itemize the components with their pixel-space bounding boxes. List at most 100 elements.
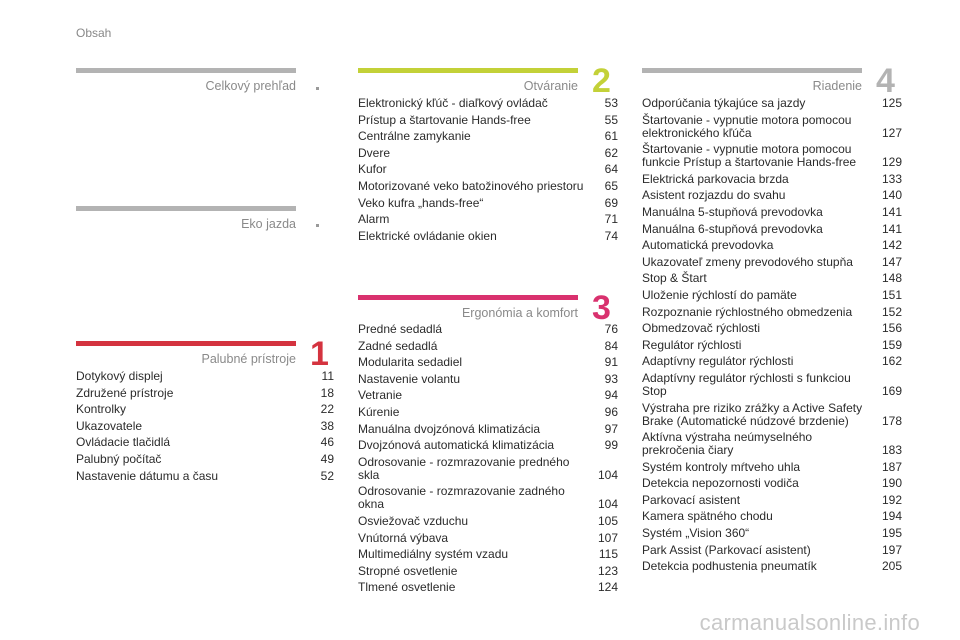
toc-entry[interactable]: Elektrická parkovacia brzda 133 — [642, 171, 902, 186]
toc-entry-title: Elektronický kľúč - diaľkový ovládač — [358, 96, 548, 110]
bullet-dot — [316, 87, 319, 90]
toc-entry[interactable]: Elektronický kľúč - diaľkový ovládač 53 — [358, 97, 618, 110]
section-title[interactable]: Riadenie — [812, 79, 862, 93]
toc-entry-page: 151 — [881, 287, 902, 302]
toc-entry[interactable]: Nastavenie volantu 93 — [358, 372, 618, 386]
toc-entry[interactable]: Dvere 62 — [358, 146, 618, 160]
toc-entry-page: 11 — [321, 369, 334, 383]
toc-entry[interactable]: Ukazovatele 38 — [76, 419, 334, 433]
toc-entry[interactable]: Stropné osvetlenie 123 — [358, 564, 618, 578]
toc-entry[interactable]: Park Assist (Parkovací asistent) 197 — [642, 543, 902, 557]
toc-entry[interactable]: Vetranie 94 — [358, 389, 618, 402]
toc-entry[interactable]: Ukazovateľ zmeny prevodového stupňa 147 — [642, 255, 902, 269]
toc-entry-title: Manuálna 5-stupňová prevodovka — [642, 204, 823, 219]
toc-entry[interactable]: Asistent rozjazdu do svahu 140 — [642, 189, 902, 202]
toc-entry[interactable]: Prístup a štartovanie Hands-free 55 — [358, 113, 618, 127]
section-title[interactable]: Celkový prehľad — [205, 79, 297, 93]
toc-entry[interactable]: Kamera spätného chodu 194 — [642, 510, 902, 523]
toc-entry[interactable]: Dotykový displej 11 — [76, 370, 334, 383]
toc-entry[interactable]: Motorizované veko batožinového priestoru… — [358, 179, 618, 193]
toc-entry-page: 152 — [881, 304, 902, 319]
toc-entry-page: 205 — [881, 559, 902, 574]
toc-entry[interactable]: Nastavenie dátumu a času 52 — [76, 469, 334, 483]
toc-entry-title: Detekcia nepozornosti vodiča — [642, 476, 799, 491]
toc-entry[interactable]: Systém „Vision 360“ 195 — [642, 527, 902, 540]
toc-list-ergonomics: Predné sedadlá 76 Zadné sedadlá 84 Modularit… — [358, 323, 618, 598]
section-eco-driving: Eko jazda — [76, 206, 296, 231]
toc-entry[interactable]: Osviežovač vzduchu 105 — [358, 513, 618, 528]
toc-entry-page: 178 — [881, 413, 902, 428]
toc-entry[interactable]: Odporúčania týkajúce sa jazdy 125 — [642, 97, 902, 110]
section-driving: Riadenie — [642, 68, 862, 93]
toc-entry-page: 183 — [881, 443, 902, 458]
section-bar — [358, 295, 578, 300]
toc-entry[interactable]: Regulátor rýchlosti 159 — [642, 338, 902, 352]
section-title[interactable]: Palubné prístroje — [201, 352, 296, 366]
toc-entry[interactable]: Palubný počítač 49 — [76, 452, 334, 466]
toc-entry[interactable]: Predné sedadlá 76 — [358, 323, 618, 336]
toc-entry-title: Stop & Štart — [642, 271, 707, 286]
toc-entry-page: 129 — [881, 155, 902, 170]
toc-entry-page: 104 — [597, 467, 618, 482]
toc-entry[interactable]: Stop & Štart 148 — [642, 272, 902, 285]
toc-entry-title: Adaptívny regulátor rýchlosti s funkciou… — [642, 370, 851, 398]
toc-entry[interactable]: Tlmené osvetlenie 124 — [358, 581, 618, 594]
toc-entry[interactable]: Združené prístroje 18 — [76, 385, 334, 400]
toc-entry-page: 105 — [597, 513, 618, 528]
toc-entry-page: 96 — [604, 404, 618, 419]
toc-entry-page: 141 — [881, 204, 902, 219]
toc-entry-title: Veko kufra „hands-free“ — [358, 195, 484, 210]
toc-entry-page: 18 — [320, 385, 334, 400]
toc-entry[interactable]: Kúrenie 96 — [358, 404, 618, 419]
toc-entry[interactable]: Rozpoznanie rýchlostného obmedzenia 152 — [642, 304, 902, 319]
toc-entry[interactable]: Dvojzónová automatická klimatizácia 99 — [358, 439, 618, 452]
toc-entry-title: Multimediálny systém vzadu — [358, 547, 509, 562]
toc-entry[interactable]: Zadné sedadlá 84 — [358, 339, 618, 353]
toc-entry[interactable]: Štartovanie - vypnutie motora pomocou el… — [642, 113, 902, 140]
toc-entry[interactable]: Kufor 64 — [358, 163, 618, 176]
toc-entry[interactable]: Detekcia podhustenia pneumatík 205 — [642, 560, 902, 573]
toc-entry-page: 99 — [604, 438, 618, 453]
toc-entry[interactable]: Modularita sedadiel 91 — [358, 356, 618, 369]
toc-entry[interactable]: Uloženie rýchlostí do pamäte 151 — [642, 287, 902, 302]
toc-entry[interactable]: Obmedzovač rýchlosti 156 — [642, 322, 902, 335]
toc-entry-page: 104 — [597, 497, 618, 512]
toc-entry[interactable]: Aktívna výstraha neúmyselného prekročeni… — [642, 431, 902, 457]
toc-entry[interactable]: Elektrické ovládanie okien 74 — [358, 229, 618, 243]
section-title[interactable]: Ergonómia a komfort — [461, 306, 578, 320]
toc-entry-page: 194 — [881, 509, 902, 524]
section-title[interactable]: Otváranie — [523, 79, 578, 93]
toc-entry[interactable]: Systém kontroly mŕtveho uhla 187 — [642, 459, 902, 474]
toc-entry[interactable]: Manuálna 5-stupňová prevodovka 141 — [642, 204, 902, 219]
toc-entry[interactable]: Ovládacie tlačidlá 46 — [76, 436, 334, 449]
toc-entry[interactable]: Štartovanie - vypnutie motora pomocou fu… — [642, 143, 902, 169]
toc-entry[interactable]: Centrálne zamykanie 61 — [358, 130, 618, 143]
toc-entry[interactable]: Odrosovanie - rozmrazovanie zadného okna… — [358, 485, 618, 511]
toc-entry[interactable]: Výstraha pre riziko zrážky a Active Safe… — [642, 401, 902, 428]
toc-entry[interactable]: Multimediálny systém vzadu 115 — [358, 548, 618, 561]
toc-entry-page: 124 — [597, 580, 618, 595]
toc-entry[interactable]: Manuálna dvojzónová klimatizácia 97 — [358, 421, 618, 436]
toc-entry-title: Systém kontroly mŕtveho uhla — [642, 459, 801, 474]
toc-entry[interactable]: Automatická prevodovka 142 — [642, 239, 902, 252]
toc-entry[interactable]: Manuálna 6-stupňová prevodovka 141 — [642, 222, 902, 236]
toc-entry[interactable]: Adaptívny regulátor rýchlosti s funkciou… — [642, 370, 902, 398]
toc-entry[interactable]: Veko kufra „hands-free“ 69 — [358, 195, 618, 210]
toc-entry-page: 97 — [604, 421, 618, 436]
toc-entry-page: 127 — [881, 125, 902, 140]
toc-list-opening: Elektronický kľúč - diaľkový ovládač 53 Pr… — [358, 97, 618, 246]
section-title[interactable]: Eko jazda — [241, 217, 296, 231]
toc-entry-page: 148 — [881, 271, 902, 286]
toc-entry[interactable]: Odrosovanie - rozmrazovanie predného skl… — [358, 455, 618, 482]
toc-entry[interactable]: Vnútorná výbava 107 — [358, 531, 618, 545]
toc-entry-page: 76 — [604, 322, 618, 336]
toc-entry[interactable]: Alarm 71 — [358, 213, 618, 226]
toc-entry-title: Elektrická parkovacia brzda — [642, 171, 789, 186]
toc-entry[interactable]: Adaptívny regulátor rýchlosti 162 — [642, 355, 902, 368]
toc-entry[interactable]: Kontrolky 22 — [76, 403, 334, 416]
toc-entry-page: 91 — [604, 355, 618, 370]
section-bar — [76, 68, 296, 73]
toc-entry[interactable]: Detekcia nepozornosti vodiča 190 — [642, 477, 902, 490]
toc-entry[interactable]: Parkovací asistent 192 — [642, 493, 902, 507]
toc-entry-title: Automatická prevodovka — [642, 238, 774, 253]
